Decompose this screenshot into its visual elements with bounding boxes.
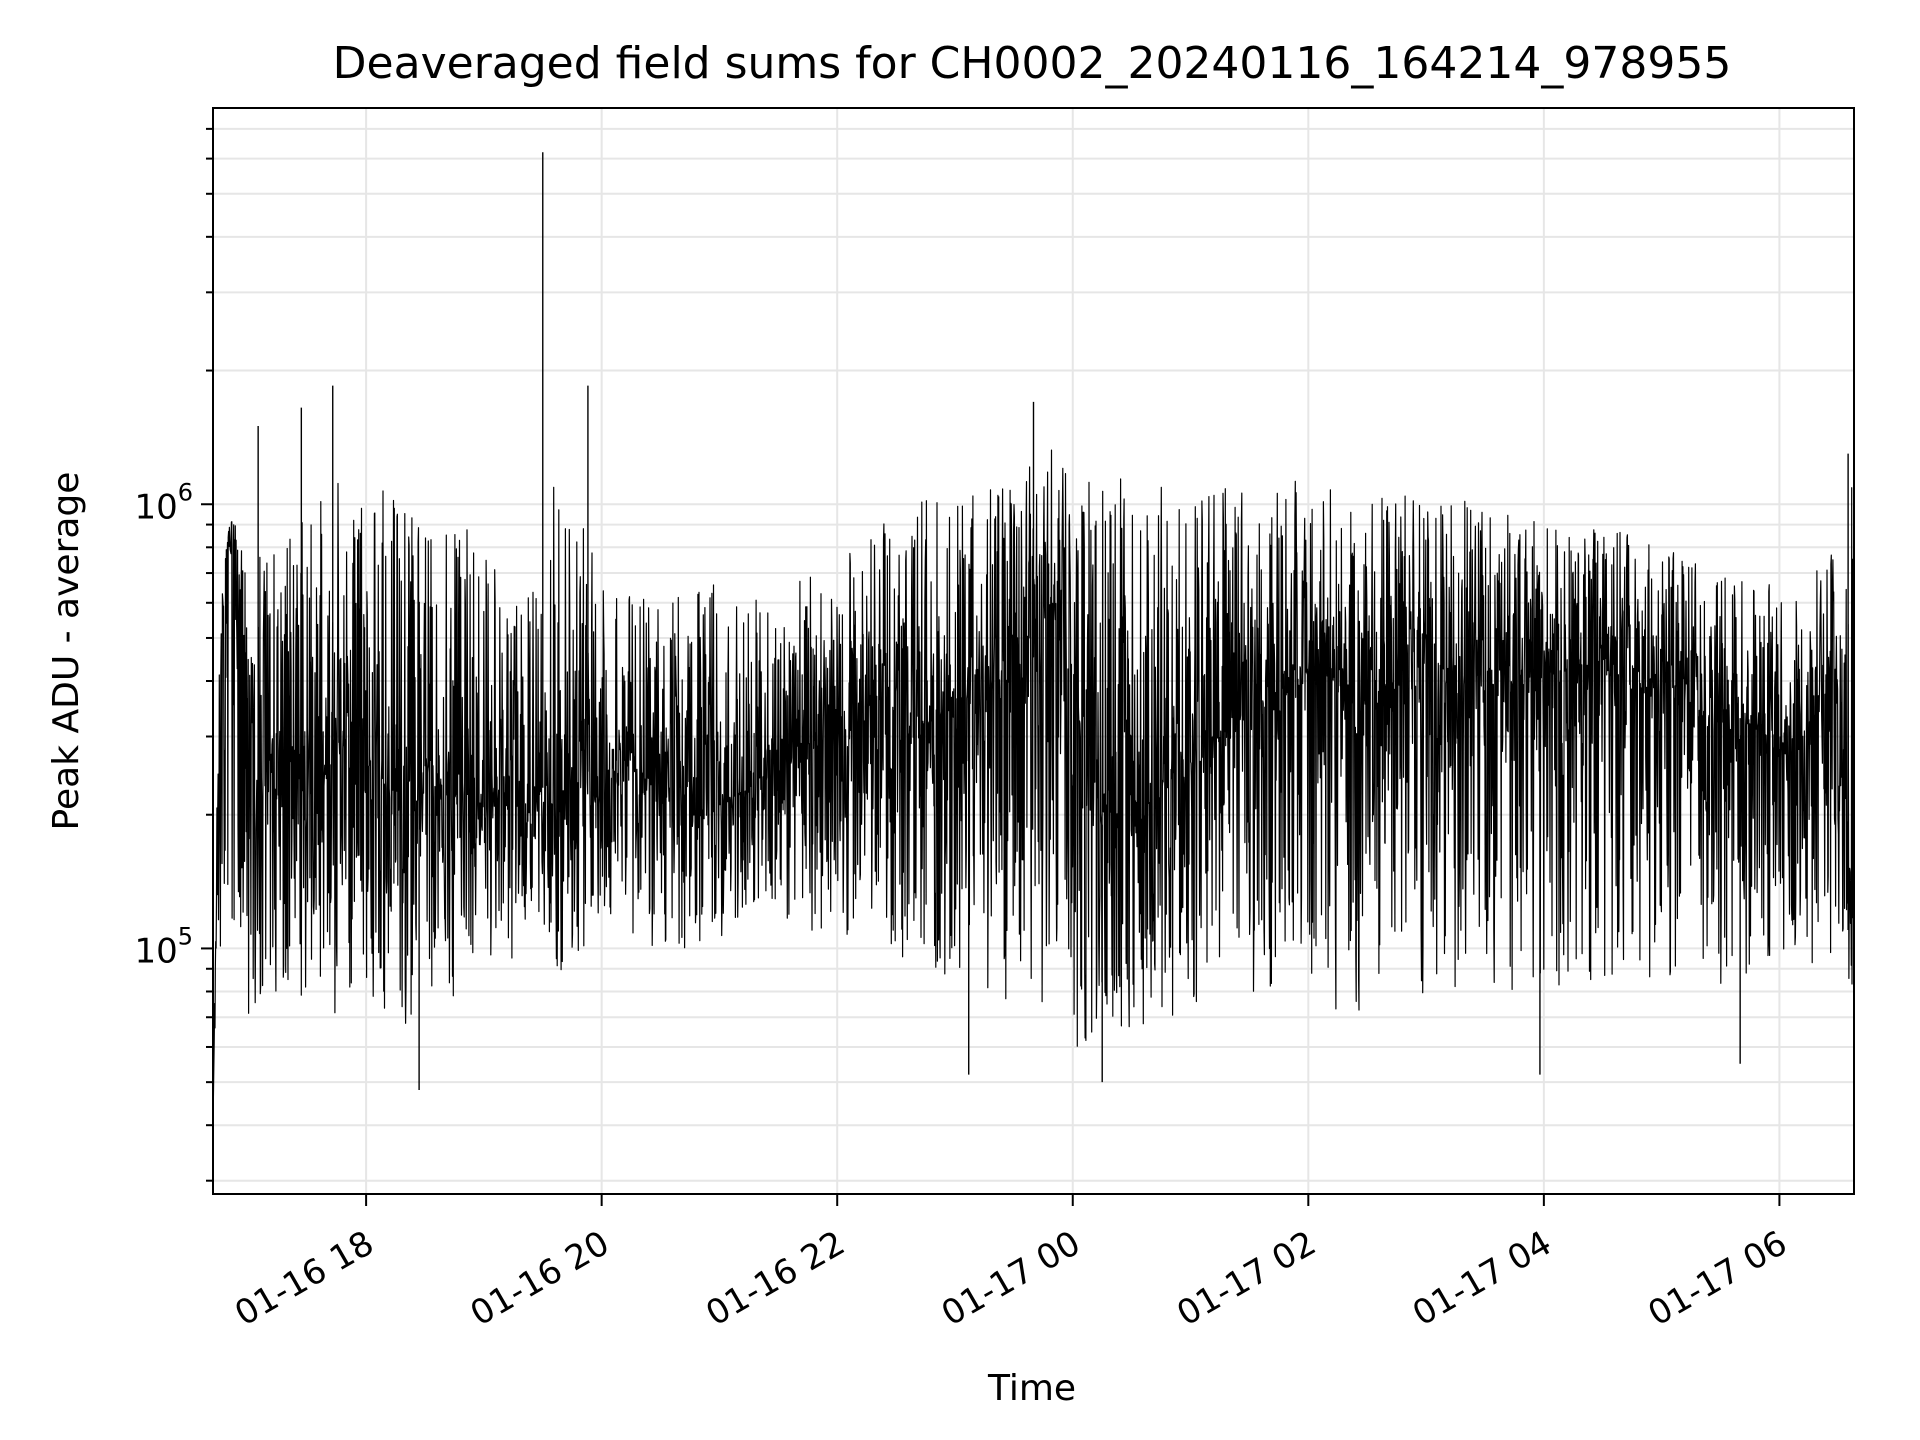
y-axis-ticks: 105 106	[134, 127, 213, 1182]
series-group	[213, 152, 1854, 1126]
chart-title: Deaveraged field sums for CH0002_2024011…	[333, 38, 1732, 89]
y-tick-label: 106	[134, 478, 193, 527]
plot-frame	[212, 107, 1855, 1195]
y-tick-label: 105	[134, 922, 193, 971]
y-axis-label: Peak ADU - average	[46, 472, 87, 831]
x-axis-label: Time	[987, 1368, 1076, 1409]
plot-area	[213, 152, 1854, 1126]
series-line	[213, 449, 1854, 1126]
